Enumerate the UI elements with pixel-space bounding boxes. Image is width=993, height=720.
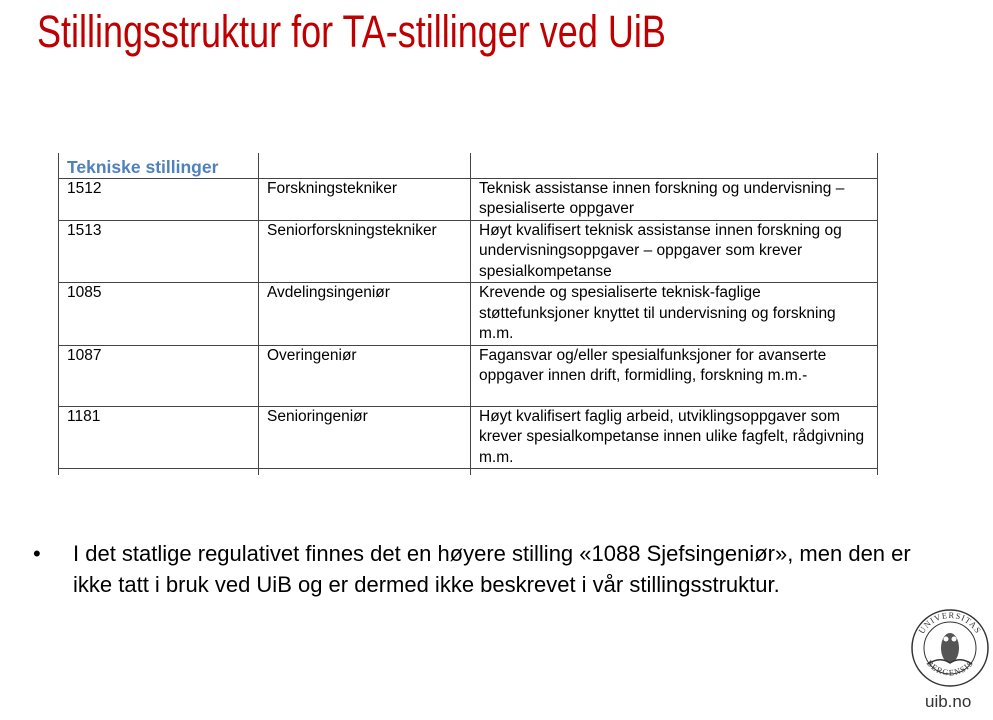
bullet-marker: • <box>33 541 41 566</box>
table-row: 1513 Seniorforskningstekniker Høyt kvali… <box>58 219 878 283</box>
positions-table: Tekniske stillinger 1512 Forskningstekni… <box>58 153 878 475</box>
table-row: 1085 Avdelingsingeniør Krevende og spesi… <box>58 282 878 345</box>
position-description: Høyt kvalifisert faglig arbeid, utviklin… <box>470 405 878 469</box>
position-description: Teknisk assistanse innen forskning og un… <box>470 177 878 220</box>
position-name: Forskningstekniker <box>258 177 471 220</box>
table-row: 1181 Senioringeniør Høyt kvalifisert fag… <box>58 405 878 469</box>
footer-url: uib.no <box>925 692 972 711</box>
position-name: Overingeniør <box>258 344 471 406</box>
table-header-row: Tekniske stillinger <box>58 153 878 178</box>
uib-seal-logo: UNIVERSITAS BERGENSIS <box>911 609 989 687</box>
position-code: 1085 <box>58 282 259 345</box>
position-name: Senioringeniør <box>258 405 471 469</box>
table-header: Tekniske stillinger <box>58 153 259 178</box>
position-code: 1513 <box>58 219 259 283</box>
slide-title: Stillingsstruktur for TA-stillinger ved … <box>37 6 666 57</box>
table-row: 1512 Forskningstekniker Teknisk assistan… <box>58 177 878 220</box>
position-name: Seniorforskningstekniker <box>258 219 471 283</box>
position-code: 1181 <box>58 405 259 469</box>
position-description: Krevende og spesialiserte teknisk-faglig… <box>470 282 878 345</box>
position-description: Fagansvar og/eller spesialfunksjoner for… <box>470 344 878 406</box>
bullet-text: I det statlige regulativet finnes det en… <box>73 541 911 597</box>
table-row: 1087 Overingeniør Fagansvar og/eller spe… <box>58 344 878 406</box>
svg-text:UNIVERSITAS: UNIVERSITAS <box>916 610 983 636</box>
position-description: Høyt kvalifisert teknisk assistanse inne… <box>470 219 878 283</box>
position-name: Avdelingsingeniør <box>258 282 471 345</box>
position-code: 1087 <box>58 344 259 406</box>
position-code: 1512 <box>58 177 259 220</box>
